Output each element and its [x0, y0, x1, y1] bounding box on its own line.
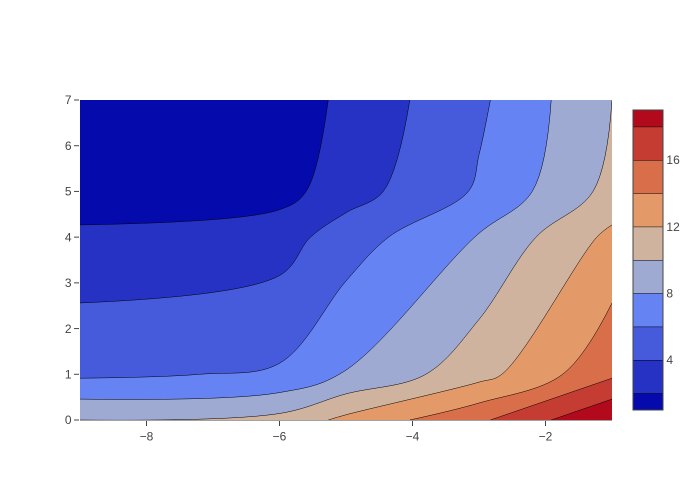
- svg-text:8: 8: [666, 287, 673, 301]
- svg-text:2: 2: [65, 322, 72, 336]
- svg-text:−8: −8: [140, 429, 154, 443]
- svg-text:5: 5: [65, 185, 72, 199]
- svg-text:4: 4: [65, 230, 72, 244]
- svg-text:6: 6: [65, 139, 72, 153]
- svg-text:−6: −6: [273, 429, 287, 443]
- svg-text:4: 4: [666, 353, 673, 367]
- svg-text:3: 3: [65, 276, 72, 290]
- svg-text:0: 0: [65, 413, 72, 427]
- svg-text:7: 7: [65, 93, 72, 107]
- svg-text:−4: −4: [406, 429, 420, 443]
- svg-text:−2: −2: [539, 429, 553, 443]
- svg-text:16: 16: [666, 153, 680, 167]
- svg-text:1: 1: [65, 367, 72, 381]
- svg-text:12: 12: [666, 220, 680, 234]
